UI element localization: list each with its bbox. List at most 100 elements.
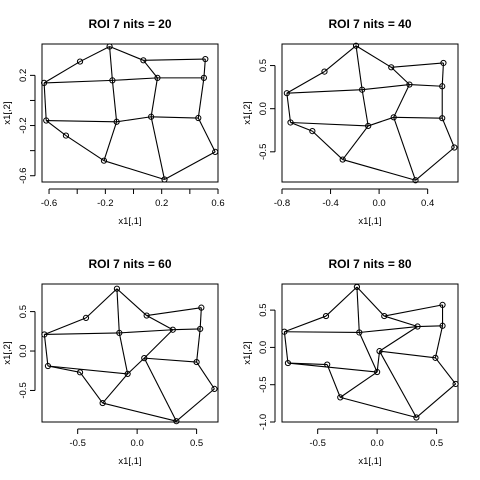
mesh-edge [368,116,394,127]
data-point [356,329,363,336]
data-point [321,68,328,75]
data-point [353,283,361,291]
x-axis-label: x1[,1] [118,216,141,227]
mesh-edge [325,286,358,317]
chart-title: ROI 7 nits = 80 [328,257,411,271]
data-point [365,122,372,130]
y-axis-label: x1[,2] [242,101,253,124]
mesh-edge [111,80,118,122]
data-point [324,361,331,368]
mesh-edge [284,315,327,333]
mesh-edge [342,159,416,181]
mesh-edge [65,135,105,162]
mesh-edge [44,79,113,84]
data-point [202,55,209,63]
chart-panel-2: ROI 7 nits = 40 -0.8 -0.4 0.0 0.4 0.5 0.0 -0.5 x… [242,17,459,227]
x-tick-label: 0.5 [430,438,443,449]
mesh-edge [103,160,165,181]
mesh-edge [359,325,418,334]
y-tick-label: 0.0 [258,102,269,115]
mesh-edge [127,357,145,375]
mesh-edge [358,332,378,373]
mesh-edge [340,396,417,419]
mesh-edge [384,315,418,328]
mesh-edge [46,119,117,123]
data-point [200,74,208,81]
y-tick-label: 0.0 [18,344,29,357]
y-tick-label: 0.0 [258,341,269,354]
data-point [193,358,200,366]
mesh-edge [376,351,381,373]
mesh-edge [361,89,369,127]
y-tick-label: -0.6 [18,168,29,184]
data-point [211,385,218,392]
data-point [339,156,346,163]
mesh-edge [311,130,344,160]
mesh-edge [196,328,201,363]
mesh-edge [164,151,216,180]
data-point [439,301,446,308]
mesh-edge [151,116,199,119]
data-point [197,325,204,333]
data-point [287,119,294,126]
mesh-edge [116,116,152,123]
mesh-edge [356,286,360,333]
mesh-edge [391,62,444,68]
mesh-edge [116,288,120,333]
data-point [141,355,148,362]
data-point [452,380,459,388]
mesh-edge [417,325,443,328]
data-point [113,118,120,125]
mesh-edge [119,329,173,334]
mesh-edge [144,357,197,363]
chart-title: ROI 7 nits = 20 [88,17,171,31]
x-tick-label: 0.0 [131,438,144,449]
data-point [414,323,421,330]
x-tick-label: 0.2 [155,198,168,209]
mesh-edge [362,83,410,91]
mesh-edge [355,45,363,90]
x-tick-label: 0.0 [371,438,384,449]
plot-frame [281,283,459,423]
mesh-edge [199,307,202,329]
y-tick-label: -0.5 [258,377,269,393]
x-tick-label: -0.2 [97,198,113,209]
data-point [106,43,113,50]
mesh-edge [118,332,129,375]
mesh-edge [143,329,174,359]
data-point [198,304,205,311]
mesh-edge [286,93,292,123]
mesh-edge [379,350,417,418]
mesh-edge [150,77,158,117]
data-point [412,177,419,184]
data-point [212,148,219,155]
data-point [140,57,147,64]
x-tick-label: 0.4 [421,198,434,209]
mesh-edge [342,125,369,160]
plot-frame [41,283,219,423]
mesh-edge [283,331,289,364]
mesh-edge [146,307,202,317]
data-point [154,74,161,81]
x-tick-label: -0.4 [322,198,338,209]
mesh-edge [47,365,128,375]
chart-title: ROI 7 nits = 40 [328,17,411,31]
mesh-edge [416,383,456,418]
plot-frame [281,43,459,183]
mesh-edge [142,59,158,79]
x-axis-label: x1[,1] [118,456,141,467]
mesh-edge [326,364,341,398]
y-tick-label: -1.0 [258,414,269,430]
y-tick-label: -0.5 [18,382,29,398]
data-point [124,370,131,377]
y-tick-label: 0.2 [18,69,29,82]
data-point [322,312,330,320]
data-point [406,81,413,88]
mesh-edge [441,117,455,148]
mesh-edge [43,61,81,84]
data-point [352,42,360,49]
data-point [143,312,150,319]
data-point [116,329,123,336]
mesh-edge [393,116,443,119]
